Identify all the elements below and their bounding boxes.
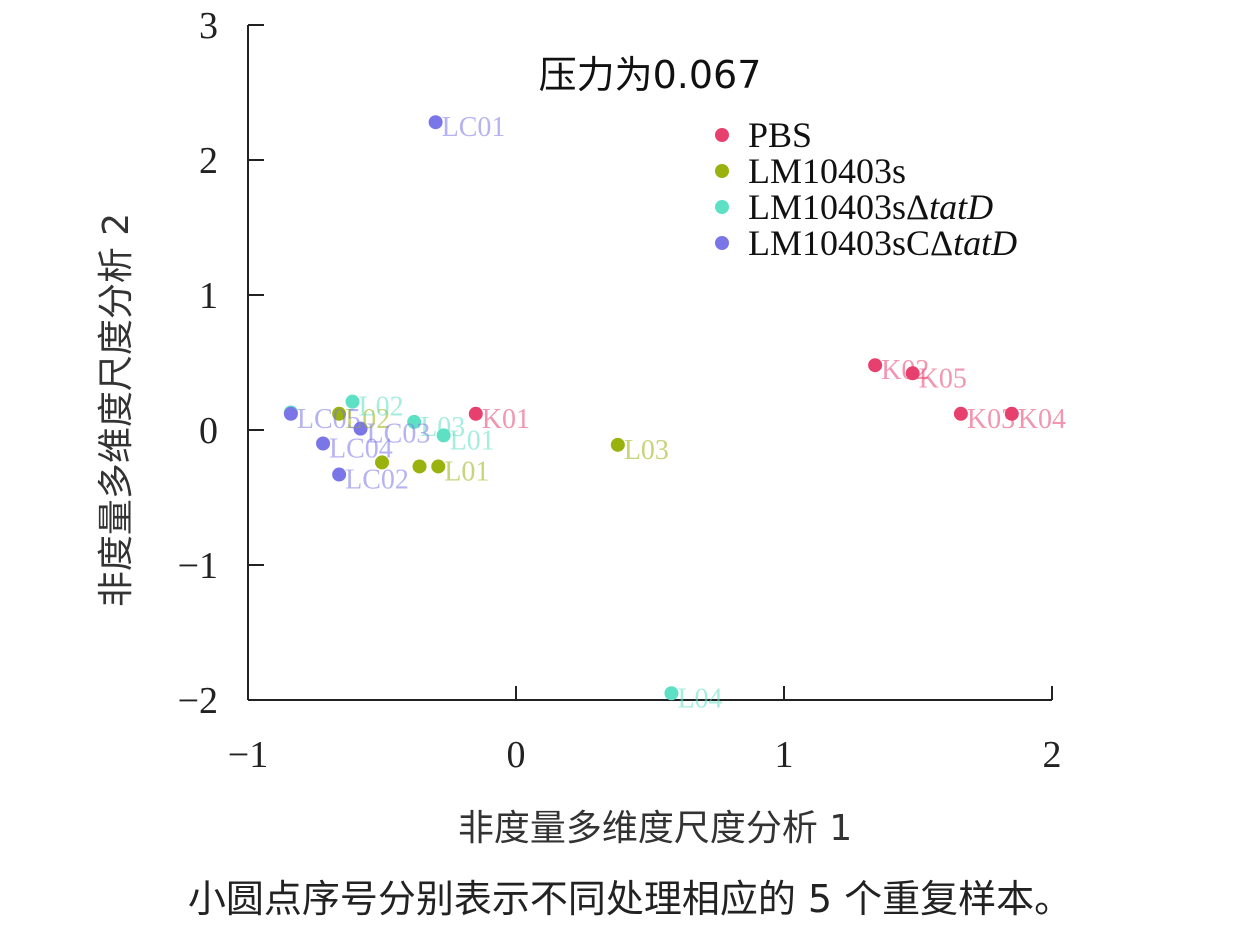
x-tick-label: 0 [507, 734, 526, 776]
legend-marker [715, 200, 729, 214]
data-point [664, 686, 679, 701]
data-point [375, 455, 389, 470]
point-label: LC03 [367, 419, 431, 450]
point-label: K02 [881, 355, 929, 386]
y-tick-label: 0 [199, 410, 218, 452]
point-label: L04 [677, 683, 722, 714]
data-point [345, 394, 360, 409]
data-point [412, 459, 427, 474]
point-label: L02 [359, 392, 404, 423]
data-point [316, 436, 331, 451]
y-axis-label: 非度量多维度尺度分析 2 [96, 213, 137, 607]
point-label: K05 [919, 363, 967, 394]
axes [247, 25, 1052, 701]
point-label: L01 [450, 425, 495, 456]
point-label: L02 [345, 404, 390, 435]
legend-marker [715, 236, 729, 250]
y-tick-label: 2 [199, 140, 218, 182]
point-label: L03 [420, 412, 465, 443]
point-label: K01 [482, 404, 530, 435]
x-tick-label: 2 [1043, 734, 1062, 776]
legend-label: LM10403sCΔtatD [748, 223, 1017, 263]
data-point [428, 115, 443, 130]
point-label: LC01 [442, 112, 506, 143]
data-point [431, 459, 446, 474]
data-point [868, 358, 883, 373]
point-label: LC05 [297, 404, 361, 435]
data-point [1004, 406, 1019, 421]
point-label: L03 [624, 435, 669, 466]
data-point [353, 421, 368, 436]
y-tick-label: 1 [199, 275, 218, 317]
point-label: L01 [444, 456, 489, 487]
chart-title: 压力为0.067 [539, 53, 762, 97]
tick-marks [247, 24, 1053, 701]
data-point [436, 428, 451, 443]
point-label: K04 [1018, 404, 1066, 435]
data-point [905, 366, 920, 381]
data-point [407, 414, 422, 429]
legend-label: LM10403s [748, 151, 906, 191]
data-point [610, 437, 625, 452]
point-label: LC02 [345, 465, 409, 496]
data-point [283, 406, 298, 421]
legend-label: LM10403sΔtatD [748, 187, 993, 227]
legend-label: PBS [748, 115, 812, 155]
legend-marker [715, 128, 729, 142]
data-points [283, 115, 1019, 701]
x-tick-label: −1 [228, 734, 268, 776]
y-tick-label: 3 [199, 5, 218, 47]
point-label: LC04 [329, 434, 393, 465]
data-point [332, 406, 347, 421]
data-point [468, 406, 483, 421]
x-tick-label: 1 [775, 734, 794, 776]
point-label: K03 [967, 404, 1015, 435]
y-tick-label: −1 [178, 545, 218, 587]
y-tick-label: −2 [178, 680, 218, 722]
x-axis-label: 非度量多维度尺度分析 1 [458, 808, 852, 849]
legend-marker [715, 164, 729, 178]
data-point [332, 467, 347, 482]
figure-caption: 小圆点序号分别表示不同处理相应的 5 个重复样本。 [187, 877, 1073, 921]
data-point [953, 406, 968, 421]
